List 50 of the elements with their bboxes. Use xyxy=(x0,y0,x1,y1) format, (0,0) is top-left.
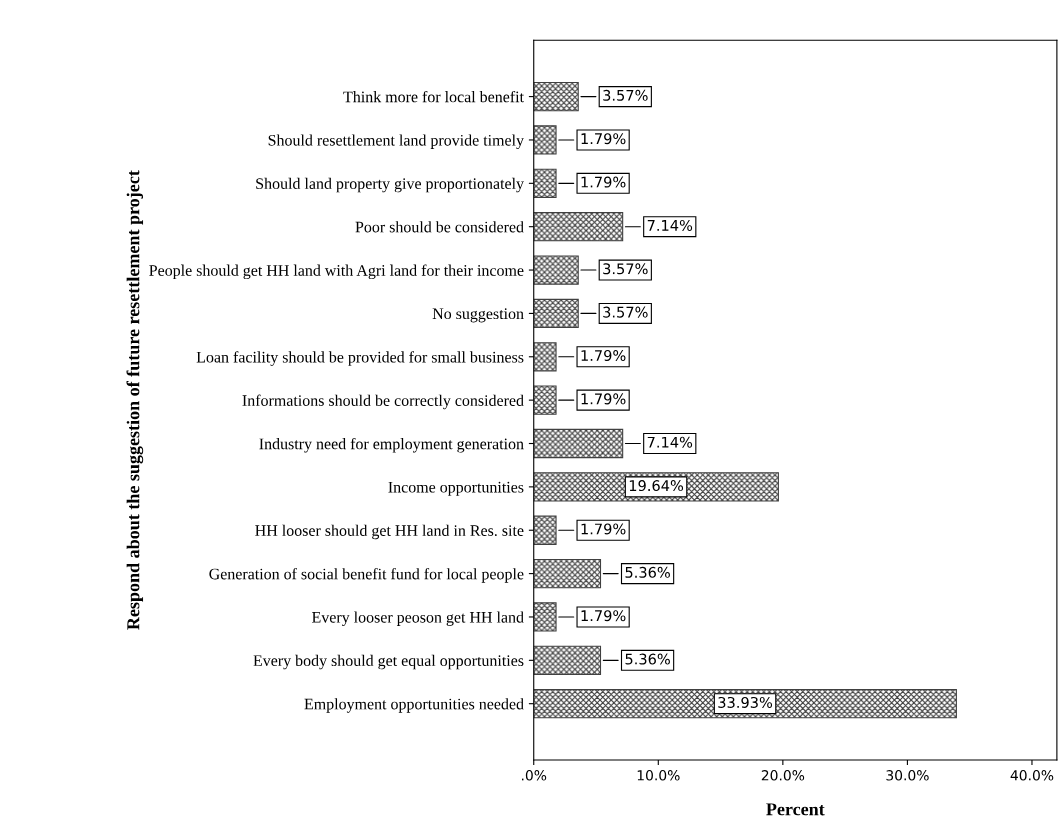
x-tick-label: 10.0% xyxy=(637,770,680,781)
y-axis-title: Respond about the suggestion of future resettlement project xyxy=(126,170,144,630)
y-tick-label: Loan facility should be provided for small business xyxy=(196,351,524,366)
bar xyxy=(533,385,557,415)
y-tick-label: Should resettlement land provide timely xyxy=(268,134,524,149)
data-label: 5.36% xyxy=(625,566,670,578)
y-tick-label: Should land property give proportionately xyxy=(256,177,524,193)
y-tick-label: Income opportunities xyxy=(388,481,524,496)
data-label: 1.79% xyxy=(581,349,626,362)
data-label: 7.14% xyxy=(647,436,693,448)
y-tick-label: Generation of social benefit fund for local people xyxy=(209,567,524,583)
y-tick-label: Think more for local benefit xyxy=(343,90,524,103)
x-axis-title: Percent xyxy=(766,803,825,816)
y-tick-label: Every body should get equal opportunities xyxy=(253,654,524,670)
data-label: 3.57% xyxy=(603,306,648,318)
x-tick-label: 20.0% xyxy=(761,770,805,781)
y-tick-label: HH looser should get HH land in Res. site xyxy=(255,524,524,540)
data-label: 3.57% xyxy=(603,89,648,101)
x-tick-label: 40.0% xyxy=(1010,770,1054,781)
y-tick-label: Employment opportunities needed xyxy=(304,698,524,713)
data-label: 3.57% xyxy=(603,263,648,275)
y-tick-label: Industry need for employment generation xyxy=(259,437,524,453)
bar xyxy=(533,81,579,112)
bar xyxy=(533,342,557,372)
data-label: 1.79% xyxy=(581,610,626,622)
data-label: 19.64% xyxy=(629,480,684,492)
bar xyxy=(533,428,624,459)
y-tick-label: Poor should be considered xyxy=(355,221,524,233)
y-tick-label: No suggestion xyxy=(432,308,524,323)
x-tick-label: .0% xyxy=(522,770,547,781)
data-label: 7.14% xyxy=(647,219,693,231)
data-label: 1.79% xyxy=(581,176,626,188)
data-label: 1.79% xyxy=(581,523,626,535)
data-label: 33.93% xyxy=(718,696,773,708)
bar xyxy=(533,255,579,285)
data-label: 5.36% xyxy=(625,653,670,665)
bar xyxy=(533,515,557,545)
data-label: 1.79% xyxy=(581,133,626,145)
data-label: 1.79% xyxy=(581,393,626,405)
bar xyxy=(533,602,557,632)
bar xyxy=(533,212,624,242)
bar xyxy=(533,298,579,329)
bar xyxy=(533,645,602,675)
y-tick-label: Informations should be correctly considered xyxy=(242,394,524,410)
bar xyxy=(533,168,557,198)
bar xyxy=(533,125,557,155)
y-tick-label: Every looser peoson get HH land xyxy=(312,611,524,626)
x-tick-label: 30.0% xyxy=(886,770,929,781)
bar xyxy=(533,558,602,589)
y-tick-label: People should get HH land with Agri land for their income xyxy=(149,264,524,280)
